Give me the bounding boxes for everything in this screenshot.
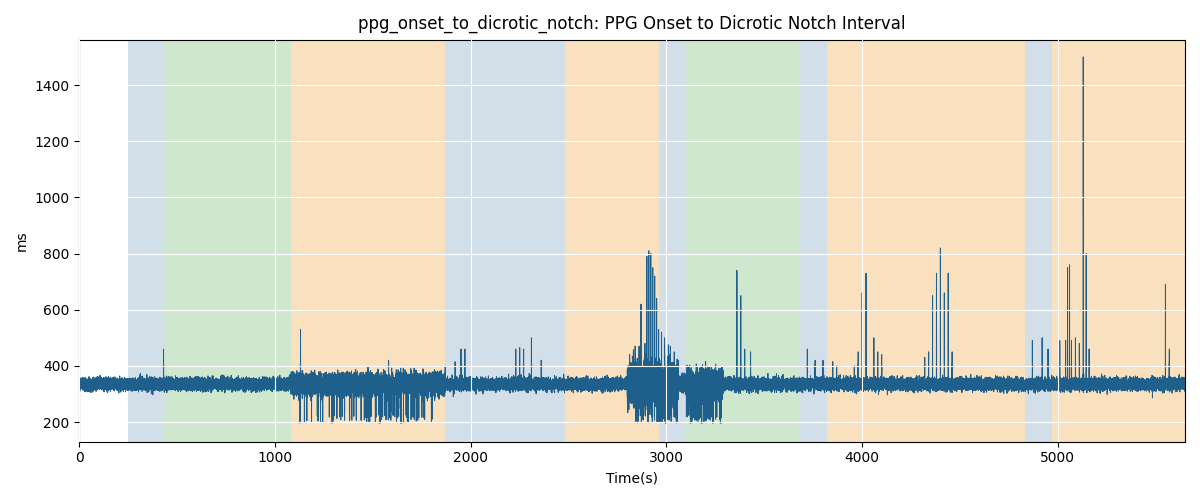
Bar [565,40,659,442]
Y-axis label: ms: ms [14,230,29,251]
Bar [799,40,827,442]
Bar [1025,40,1052,442]
Bar [686,40,799,442]
Bar [163,40,290,442]
X-axis label: Time(s): Time(s) [606,471,659,485]
Title: ppg_onset_to_dicrotic_notch: PPG Onset to Dicrotic Notch Interval: ppg_onset_to_dicrotic_notch: PPG Onset t… [359,15,906,34]
Bar [128,40,163,442]
Bar [827,40,1025,442]
Bar [1052,40,1186,442]
Bar [659,40,686,442]
Bar [290,40,445,442]
Bar [445,40,565,442]
